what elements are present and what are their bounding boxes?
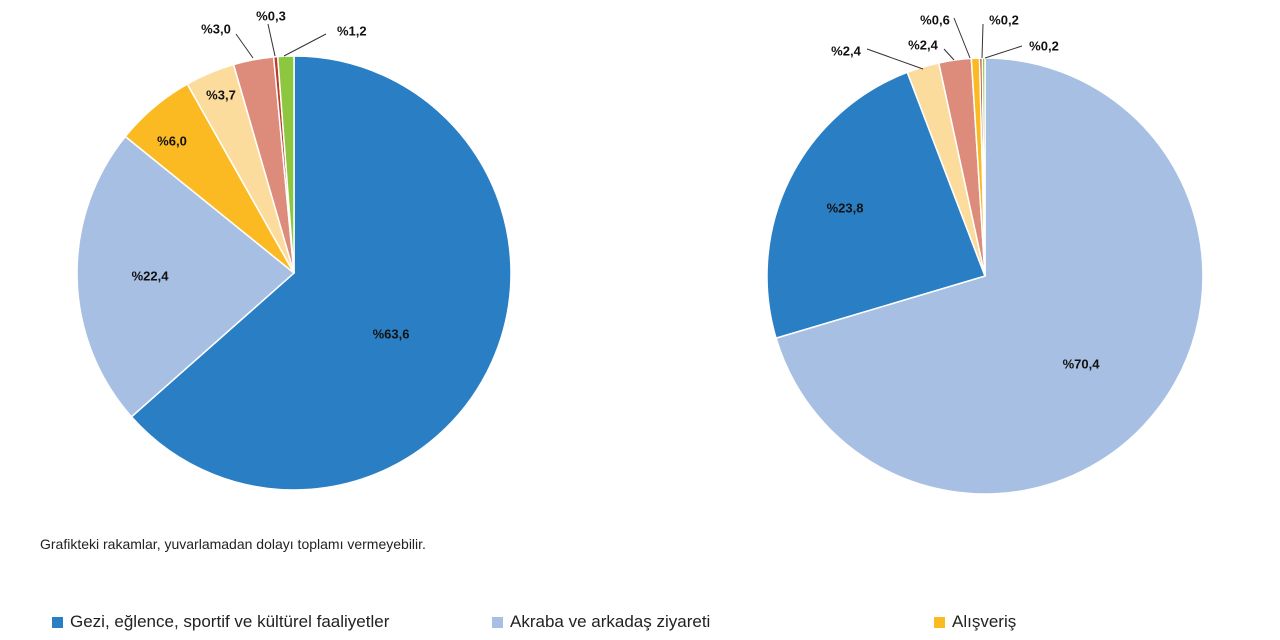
pie-chart-left: %63,6 %22,4 %6,0 %3,7 %3,0 %0,3 %1,2 [76,8,512,491]
pie-slice [981,57,986,277]
slice-label: %0,2 [989,12,1019,27]
leader-line [984,45,1023,59]
rounding-note: Grafikteki rakamlar, yuvarlamadan dolayı… [40,536,426,552]
slice-label: %23,8 [827,200,864,215]
pie-slice [276,55,295,274]
pie-slice [130,55,512,491]
leader-line [235,33,254,59]
slice-label: %3,0 [201,21,231,36]
legend-swatch [492,616,503,628]
legend: Gezi, eğlence, sportif ve kültürel faali… [0,612,1280,640]
leader-line [866,48,924,70]
slice-label: %6,0 [157,133,187,148]
pie-slice [76,135,296,418]
leader-line [283,33,327,57]
legend-label: Gezi, eğlence, sportif ve kültürel faali… [70,612,390,631]
leader-line [981,23,984,59]
slice-label: %3,7 [206,87,236,102]
slice-label: %63,6 [373,326,410,341]
slice-label: %0,3 [256,8,286,23]
legend-label: Akraba ve arkadaş ziyareti [510,612,711,631]
legend-item-akraba: Akraba ve arkadaş ziyareti [492,612,710,632]
pie-chart-right: %70,4 %23,8 %2,4 %2,4 %0,6 %0,2 %0,2 [766,12,1204,495]
legend-swatch [52,616,63,628]
slice-label: %70,4 [1063,356,1101,371]
legend-item-gezi: Gezi, eğlence, sportif ve kültürel faali… [52,612,389,632]
leader-line [267,23,276,57]
slice-label: %0,6 [920,12,950,27]
pie-slice [775,57,1204,495]
legend-item-alisveris: Alışveriş [934,612,1016,632]
slice-label: %2,4 [908,37,938,52]
pie-charts: %63,6 %22,4 %6,0 %3,7 %3,0 %0,3 %1,2 %70,4 %23,… [76,8,1204,495]
slice-label: %22,4 [132,268,170,283]
pie-slice [766,71,986,340]
legend-swatch [934,616,945,628]
legend-label: Alışveriş [952,612,1017,631]
slice-label: %1,2 [337,23,367,38]
slice-label: %2,4 [831,43,861,58]
slice-label: %0,2 [1029,38,1059,53]
leader-line [943,48,955,61]
leader-line [953,17,971,59]
